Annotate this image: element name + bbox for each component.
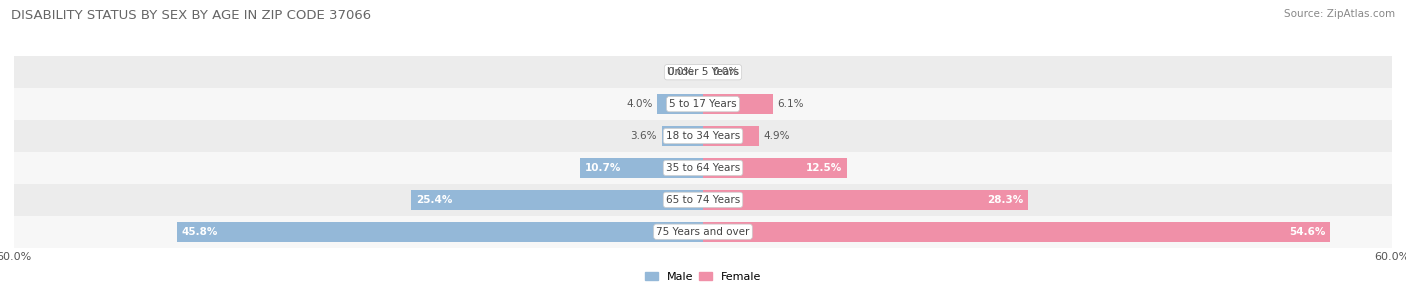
Text: 54.6%: 54.6% bbox=[1289, 227, 1326, 237]
Text: 0.0%: 0.0% bbox=[668, 67, 693, 77]
Text: 0.0%: 0.0% bbox=[713, 67, 738, 77]
Text: 18 to 34 Years: 18 to 34 Years bbox=[666, 131, 740, 141]
Bar bbox=[14, 88, 1392, 120]
Bar bbox=[703, 126, 759, 146]
Text: 75 Years and over: 75 Years and over bbox=[657, 227, 749, 237]
Bar bbox=[412, 190, 703, 210]
Bar bbox=[703, 94, 773, 114]
Bar bbox=[662, 126, 703, 146]
Text: 6.1%: 6.1% bbox=[778, 99, 804, 109]
Text: 4.9%: 4.9% bbox=[763, 131, 790, 141]
Text: 35 to 64 Years: 35 to 64 Years bbox=[666, 163, 740, 173]
Text: 12.5%: 12.5% bbox=[806, 163, 842, 173]
Bar bbox=[14, 184, 1392, 216]
Bar bbox=[581, 158, 703, 178]
Text: 10.7%: 10.7% bbox=[585, 163, 621, 173]
Text: 5 to 17 Years: 5 to 17 Years bbox=[669, 99, 737, 109]
Text: 65 to 74 Years: 65 to 74 Years bbox=[666, 195, 740, 205]
Bar bbox=[703, 222, 1330, 242]
Text: 25.4%: 25.4% bbox=[416, 195, 453, 205]
Bar bbox=[703, 190, 1028, 210]
Text: 28.3%: 28.3% bbox=[987, 195, 1024, 205]
Text: 3.6%: 3.6% bbox=[630, 131, 657, 141]
Bar bbox=[703, 158, 846, 178]
Bar bbox=[657, 94, 703, 114]
Text: Source: ZipAtlas.com: Source: ZipAtlas.com bbox=[1284, 9, 1395, 19]
Bar bbox=[14, 120, 1392, 152]
Text: DISABILITY STATUS BY SEX BY AGE IN ZIP CODE 37066: DISABILITY STATUS BY SEX BY AGE IN ZIP C… bbox=[11, 9, 371, 22]
Bar bbox=[14, 152, 1392, 184]
Bar bbox=[14, 216, 1392, 248]
Text: 45.8%: 45.8% bbox=[181, 227, 218, 237]
Text: 4.0%: 4.0% bbox=[626, 99, 652, 109]
Bar bbox=[14, 56, 1392, 88]
Legend: Male, Female: Male, Female bbox=[640, 268, 766, 287]
Bar bbox=[177, 222, 703, 242]
Text: Under 5 Years: Under 5 Years bbox=[666, 67, 740, 77]
